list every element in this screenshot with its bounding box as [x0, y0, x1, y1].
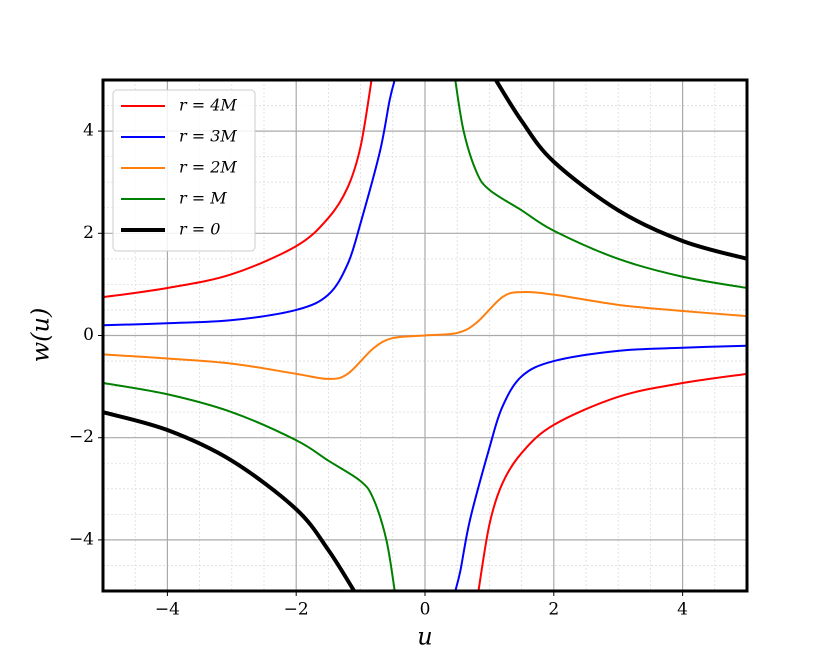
- plot-lines: [103, 80, 747, 591]
- series-line: [103, 80, 747, 591]
- legend-box: [112, 89, 256, 252]
- y-tick-label: 0: [83, 325, 94, 345]
- series-line: [103, 80, 747, 591]
- y-tick-label: −4: [69, 529, 94, 549]
- y-tick-label: 2: [83, 223, 94, 243]
- y-tick-label: 4: [83, 121, 94, 141]
- x-tick-label: 2: [548, 600, 559, 620]
- x-tick-label: 4: [677, 600, 688, 620]
- legend-label: r = 4M: [179, 96, 237, 115]
- x-axis-label: u: [417, 623, 432, 651]
- series-line: [103, 80, 747, 591]
- legend-label: r = 2M: [179, 158, 237, 177]
- legend: r = 4M r = 3M r = 2M r = M r = 0: [112, 89, 256, 252]
- x-tick-label: 0: [420, 600, 431, 620]
- series-line: [103, 80, 747, 591]
- x-tick-label: −2: [284, 600, 309, 620]
- x-tick-label: −4: [155, 600, 180, 620]
- ticks: −4 −2 0 2 4 −4 −2 0 2 4: [69, 121, 688, 620]
- series-line: [103, 290, 747, 380]
- y-axis-label: w(u): [27, 308, 55, 363]
- legend-label: r = 0: [179, 220, 220, 239]
- legend-label: r = M: [179, 189, 227, 208]
- legend-label: r = 3M: [179, 127, 237, 146]
- y-tick-label: −2: [69, 427, 94, 447]
